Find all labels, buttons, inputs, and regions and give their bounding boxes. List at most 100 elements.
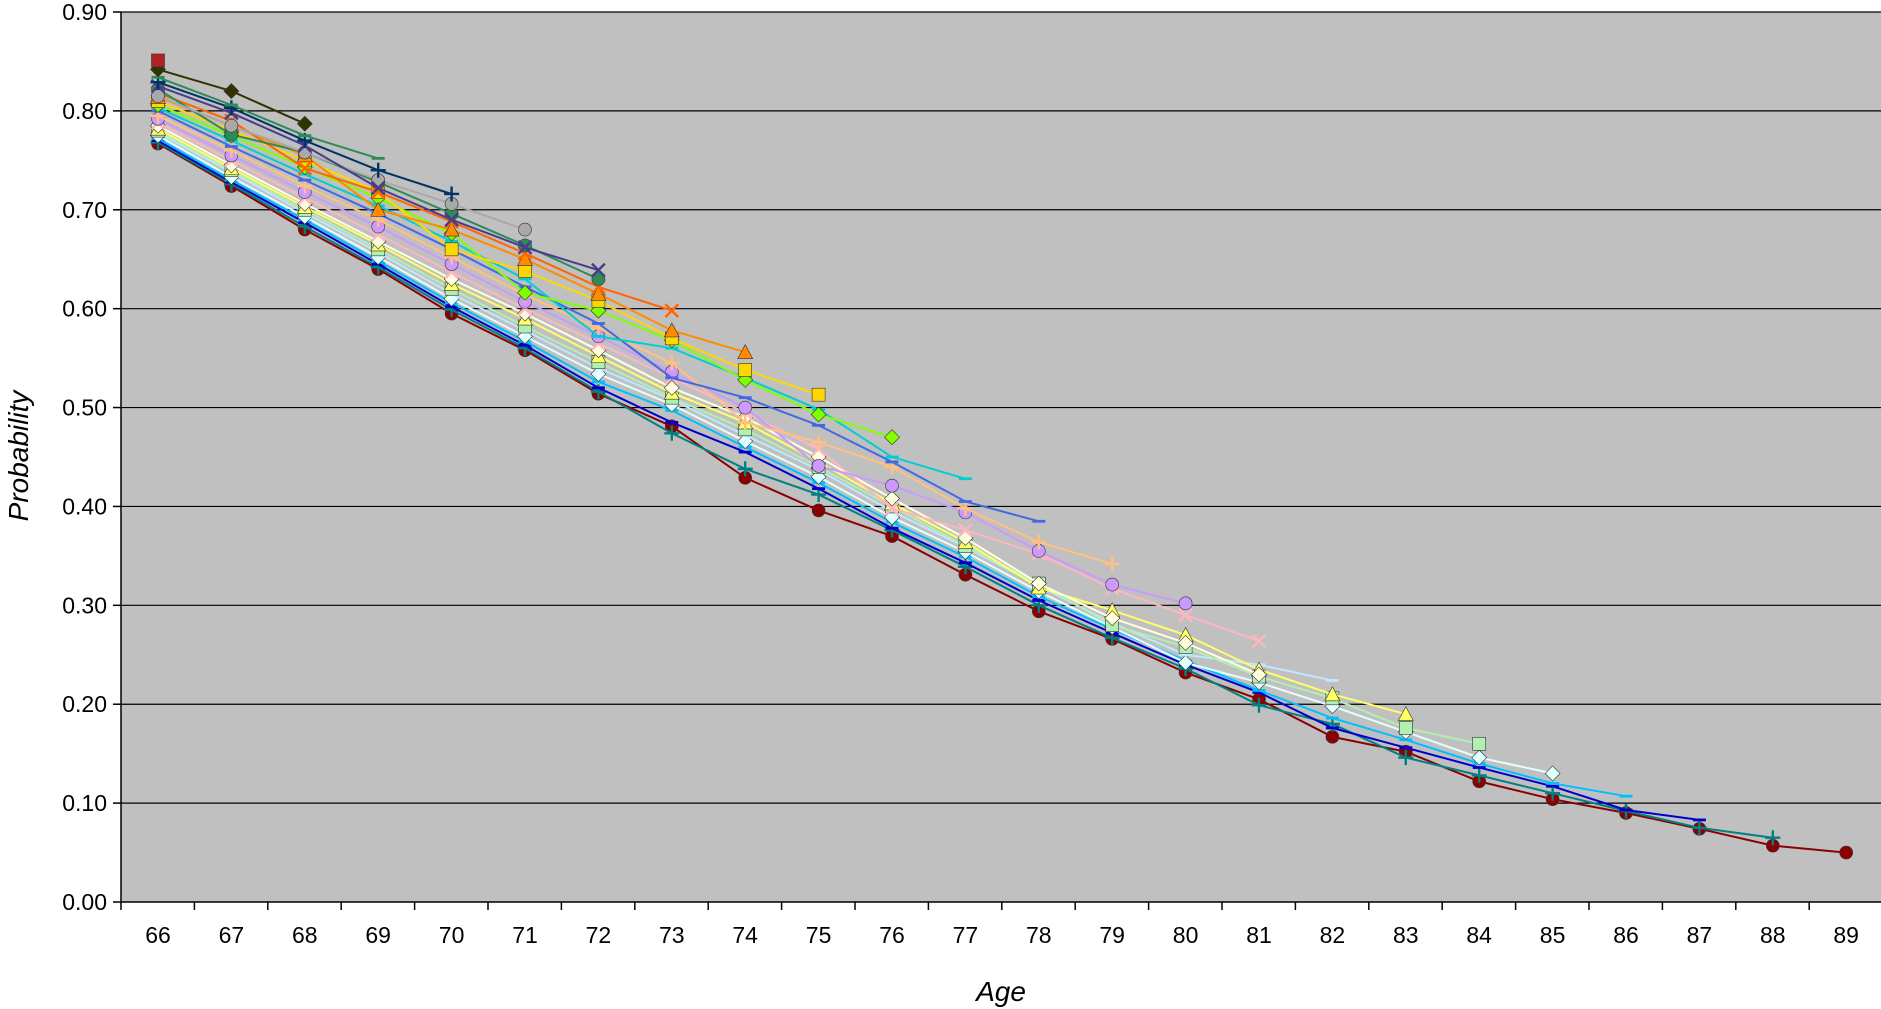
data-point [1472, 736, 1486, 751]
series [150, 61, 313, 132]
x-tick-label: 76 [879, 922, 905, 948]
data-point [1104, 556, 1120, 572]
data-point [591, 272, 606, 286]
y-tick-label: 0.20 [62, 691, 107, 717]
x-tick-label: 72 [586, 922, 612, 948]
x-tick-label: 71 [512, 922, 538, 948]
x-tick-label: 70 [439, 922, 465, 948]
data-point [151, 53, 165, 68]
data-point [1691, 820, 1707, 836]
series-line [157, 76, 379, 160]
x-tick-label: 89 [1833, 922, 1859, 948]
data-point [884, 490, 900, 507]
x-axis-title: Age [974, 976, 1026, 1007]
y-tick-label: 0.80 [62, 98, 107, 124]
x-tick-label: 66 [145, 922, 171, 948]
data-point [1471, 749, 1488, 766]
data-point [884, 429, 900, 446]
data-point [1177, 634, 1194, 651]
plot-area [121, 12, 1881, 902]
x-tick-label: 83 [1393, 922, 1419, 948]
series-line [157, 139, 1700, 821]
y-tick-label: 0.70 [62, 197, 107, 223]
data-point [1105, 577, 1119, 592]
data-point [1178, 607, 1193, 623]
data-point [811, 503, 826, 518]
data-point [737, 461, 753, 477]
series-line [157, 121, 1260, 642]
data-point [1397, 705, 1414, 721]
series [151, 53, 165, 68]
x-tick-label: 81 [1246, 922, 1272, 948]
x-tick-label: 87 [1687, 922, 1713, 948]
data-point [296, 115, 313, 132]
data-point [517, 284, 533, 301]
x-tick-label: 67 [219, 922, 245, 948]
data-point [444, 186, 460, 202]
data-point [1177, 654, 1194, 671]
data-point [224, 118, 239, 133]
axes-layer: 0.00 0.10 0.20 0.30 0.40 0.50 0.60 0.70 0.80 0.90… [62, 0, 1881, 948]
series-layer [149, 53, 1853, 860]
x-tick-label: 80 [1173, 922, 1199, 948]
x-tick-label: 74 [732, 922, 758, 948]
y-tick-label: 0.00 [62, 889, 107, 915]
data-point [370, 180, 386, 196]
data-point [591, 262, 606, 278]
data-point [664, 355, 680, 371]
x-tick-label: 78 [1026, 922, 1052, 948]
data-point [885, 478, 899, 493]
data-point [223, 83, 240, 100]
data-point [1544, 765, 1561, 782]
data-point [444, 212, 459, 228]
data-point [1839, 845, 1853, 860]
data-point [958, 522, 973, 538]
x-tick-label: 75 [806, 922, 832, 948]
grid-layer [121, 11, 1881, 902]
data-point [1104, 610, 1121, 627]
data-point [1251, 697, 1267, 713]
x-tick-label: 84 [1466, 922, 1492, 948]
data-point [1325, 730, 1340, 744]
data-point [1399, 721, 1413, 735]
series-line [157, 114, 1113, 565]
data-point [1471, 767, 1487, 783]
y-tick-label: 0.30 [62, 592, 107, 618]
data-point [297, 160, 313, 176]
y-tick-label: 0.90 [62, 0, 107, 25]
data-point [1031, 534, 1047, 550]
x-tick-label: 73 [659, 922, 685, 948]
data-point [737, 344, 754, 359]
x-tick-label: 68 [292, 922, 318, 948]
data-point [884, 501, 900, 516]
series [150, 74, 460, 202]
data-point [737, 414, 753, 430]
y-tick-label: 0.60 [62, 296, 107, 322]
series-line [157, 127, 1407, 716]
data-point [1545, 785, 1561, 801]
y-tick-label: 0.40 [62, 493, 107, 519]
data-point [664, 303, 680, 318]
data-point [370, 201, 387, 217]
y-tick-label: 0.10 [62, 790, 107, 816]
x-tick-label: 69 [365, 922, 391, 948]
x-tick-label: 82 [1320, 922, 1346, 948]
data-point [663, 379, 680, 396]
data-point [1251, 633, 1267, 649]
x-tick-label: 88 [1760, 922, 1786, 948]
data-point [811, 387, 826, 402]
data-point [518, 264, 532, 278]
data-point [738, 363, 753, 377]
data-point [370, 184, 386, 200]
data-point [518, 222, 532, 237]
x-tick-label: 85 [1540, 922, 1566, 948]
series-line [157, 142, 1847, 854]
x-tick-label: 86 [1613, 922, 1639, 948]
data-point [663, 322, 680, 338]
data-point [738, 400, 753, 415]
data-point [590, 285, 607, 301]
data-point [370, 162, 386, 178]
series [151, 75, 385, 160]
data-point [810, 406, 827, 423]
